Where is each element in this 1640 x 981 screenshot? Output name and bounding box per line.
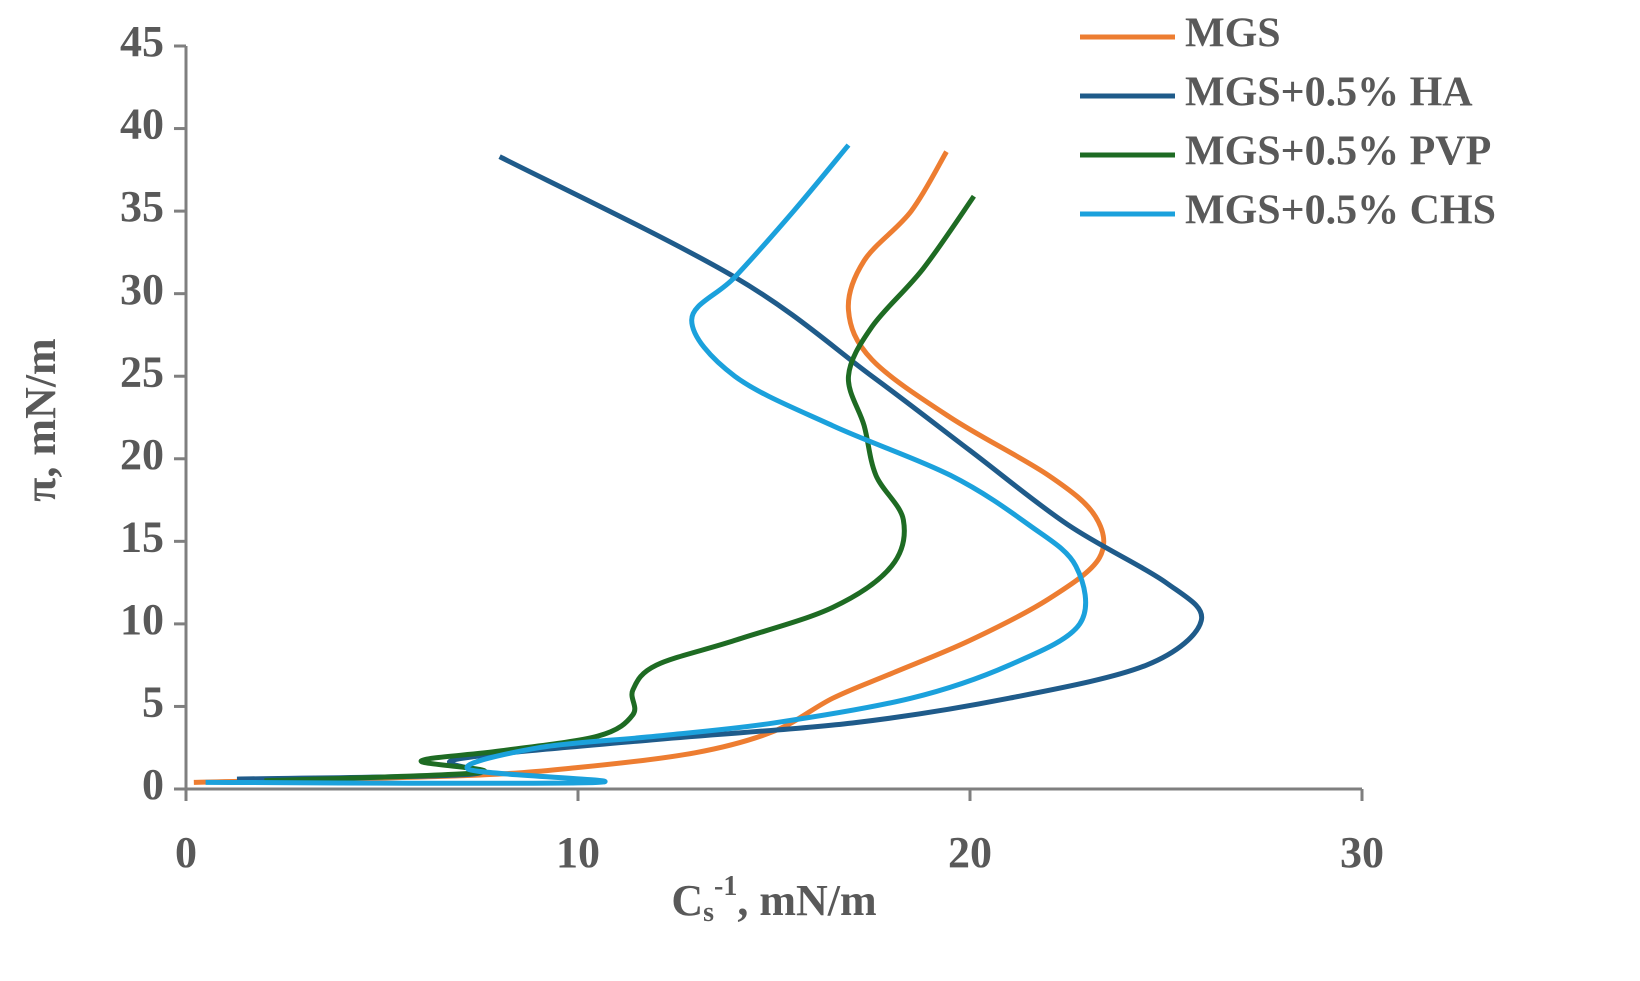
y-tick-label: 15 (120, 512, 164, 561)
y-tick-label: 5 (142, 678, 164, 727)
series-line (236, 154, 1205, 782)
x-label-rest: , mN/m (737, 876, 876, 925)
series-line (205, 143, 1089, 786)
x-label-sub: s (703, 897, 714, 928)
x-tick-label: 20 (948, 828, 992, 877)
x-tick-label: 10 (556, 828, 600, 877)
series-line (264, 194, 976, 784)
y-tick-label: 45 (120, 17, 164, 66)
x-tick-label: 0 (175, 828, 197, 877)
x-label-sup: -1 (714, 871, 737, 902)
y-tick-label: 10 (120, 595, 164, 644)
y-tick-label: 25 (120, 347, 164, 396)
legend-label: MGS (1185, 11, 1281, 57)
y-tick-label: 0 (142, 760, 164, 809)
x-tick-label: 30 (1340, 828, 1384, 877)
legend-label: MGS+0.5% PVP (1185, 129, 1491, 175)
y-tick-label: 40 (120, 100, 164, 149)
y-tick-label: 20 (120, 430, 164, 479)
y-tick-label: 35 (120, 182, 164, 231)
legend-label: MGS+0.5% CHS (1185, 188, 1496, 234)
y-tick-label: 30 (120, 265, 164, 314)
y-axis-label: π, mN/m (16, 338, 65, 501)
series-line (193, 150, 1107, 785)
legend-label: MGS+0.5% HA (1185, 70, 1473, 116)
x-label-base: C (671, 876, 703, 925)
x-axis-label: Cs-1, mN/m (671, 871, 876, 928)
